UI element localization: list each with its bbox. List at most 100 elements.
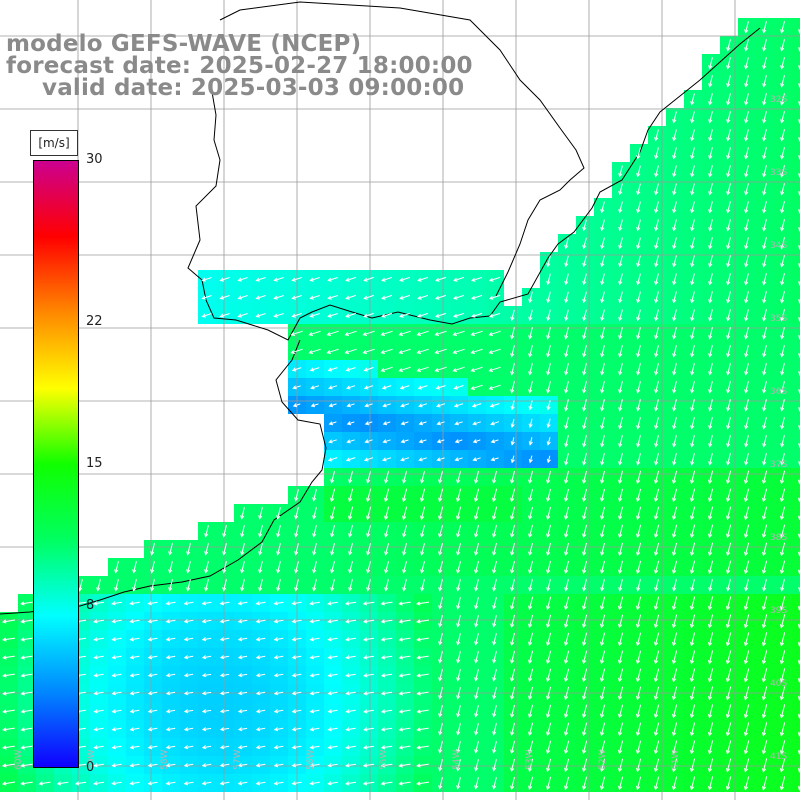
wind-arrow bbox=[564, 668, 570, 683]
wind-arrow bbox=[147, 619, 158, 624]
colorbar-tick-label: 22 bbox=[86, 314, 103, 330]
wind-arrow bbox=[150, 579, 155, 592]
wind-arrow bbox=[654, 488, 660, 503]
longitude-label: 54W bbox=[452, 749, 462, 770]
wind-arrow bbox=[510, 614, 515, 629]
wind-arrow bbox=[744, 758, 750, 773]
wind-arrow bbox=[780, 506, 786, 521]
wind-arrow bbox=[744, 668, 750, 683]
wind-arrow bbox=[438, 597, 443, 610]
wind-arrow bbox=[452, 330, 465, 336]
wind-speed-cell bbox=[792, 648, 800, 666]
wind-arrow bbox=[582, 255, 587, 268]
wind-arrow bbox=[726, 129, 731, 142]
wind-arrow bbox=[582, 704, 588, 719]
wind-arrow bbox=[672, 596, 678, 611]
wind-arrow bbox=[492, 741, 497, 754]
wind-arrow bbox=[672, 776, 678, 791]
wind-arrow bbox=[492, 579, 497, 592]
wind-arrow bbox=[654, 237, 659, 250]
wind-speed-cell bbox=[792, 612, 800, 630]
wind-arrow bbox=[327, 673, 338, 678]
wind-arrow bbox=[129, 637, 140, 642]
wind-arrow bbox=[726, 758, 732, 773]
wind-arrow bbox=[618, 776, 624, 791]
wind-arrow bbox=[636, 704, 642, 719]
wind-arrow bbox=[564, 399, 569, 412]
wind-arrow bbox=[762, 381, 767, 394]
wind-arrow bbox=[327, 313, 338, 318]
wind-arrow bbox=[258, 579, 263, 592]
wind-arrow bbox=[582, 237, 587, 250]
wind-arrow bbox=[291, 673, 302, 678]
wind-arrow bbox=[219, 763, 230, 768]
wind-arrow bbox=[201, 709, 212, 714]
wind-arrow bbox=[726, 632, 732, 647]
wind-arrow bbox=[345, 276, 356, 282]
wind-arrow bbox=[690, 183, 695, 196]
wind-arrow bbox=[762, 614, 768, 629]
wind-speed-cell bbox=[792, 774, 800, 792]
wind-arrow bbox=[672, 650, 678, 665]
wind-arrow bbox=[636, 381, 641, 394]
wind-arrow bbox=[204, 525, 209, 538]
wind-arrow bbox=[672, 165, 677, 178]
wind-arrow bbox=[330, 488, 336, 503]
wind-arrow bbox=[20, 691, 33, 696]
wind-arrow bbox=[309, 601, 320, 606]
wind-arrow bbox=[708, 201, 713, 214]
wind-arrow bbox=[690, 722, 696, 737]
wind-arrow bbox=[438, 759, 443, 772]
wind-arrow bbox=[398, 619, 411, 624]
wind-arrow bbox=[363, 727, 374, 732]
wind-arrow bbox=[636, 255, 641, 268]
wind-speed-cell bbox=[792, 252, 800, 270]
wind-arrow bbox=[780, 237, 785, 250]
wind-arrow bbox=[762, 758, 768, 773]
wind-arrow bbox=[780, 579, 785, 592]
wind-arrow bbox=[780, 381, 785, 394]
wind-arrow bbox=[510, 704, 515, 719]
colorbar-tick-label: 0 bbox=[86, 760, 95, 775]
wind-arrow bbox=[726, 435, 731, 448]
wind-speed-cell bbox=[792, 216, 800, 234]
wind-arrow bbox=[564, 453, 569, 466]
wind-arrow bbox=[744, 740, 750, 755]
wind-arrow bbox=[744, 75, 749, 88]
wind-arrow bbox=[600, 291, 605, 304]
wind-arrow bbox=[690, 668, 696, 683]
wind-arrow bbox=[492, 506, 498, 521]
wind-arrow bbox=[291, 691, 302, 696]
wind-arrow bbox=[309, 763, 320, 768]
wind-arrow bbox=[636, 488, 642, 503]
wind-arrow bbox=[438, 488, 444, 503]
wind-arrow bbox=[762, 542, 768, 557]
wind-arrow bbox=[328, 439, 337, 444]
wind-arrow bbox=[582, 435, 587, 448]
wind-arrow bbox=[672, 435, 677, 448]
wind-arrow bbox=[546, 740, 552, 755]
wind-arrow bbox=[2, 763, 15, 768]
wind-arrow bbox=[273, 601, 284, 606]
wind-arrow bbox=[345, 763, 356, 768]
wind-arrow bbox=[56, 781, 69, 786]
wind-arrow bbox=[690, 129, 695, 142]
wind-arrow bbox=[636, 596, 642, 611]
wind-arrow bbox=[726, 704, 732, 719]
wind-arrow bbox=[330, 579, 335, 592]
wind-arrow bbox=[384, 561, 389, 574]
wind-speed-cell bbox=[792, 396, 800, 414]
wind-arrow bbox=[20, 637, 33, 642]
wind-arrow bbox=[327, 763, 338, 768]
wind-arrow bbox=[708, 435, 713, 448]
wind-arrow bbox=[618, 632, 624, 647]
wind-arrow bbox=[492, 669, 497, 682]
wind-arrow bbox=[690, 93, 695, 106]
wind-speed-cell bbox=[792, 360, 800, 378]
wind-arrow bbox=[708, 345, 713, 358]
wind-arrow bbox=[582, 668, 588, 683]
wind-arrow bbox=[290, 330, 303, 336]
wind-arrow bbox=[744, 776, 750, 791]
wind-arrow bbox=[510, 455, 515, 464]
wind-arrow bbox=[582, 327, 587, 340]
